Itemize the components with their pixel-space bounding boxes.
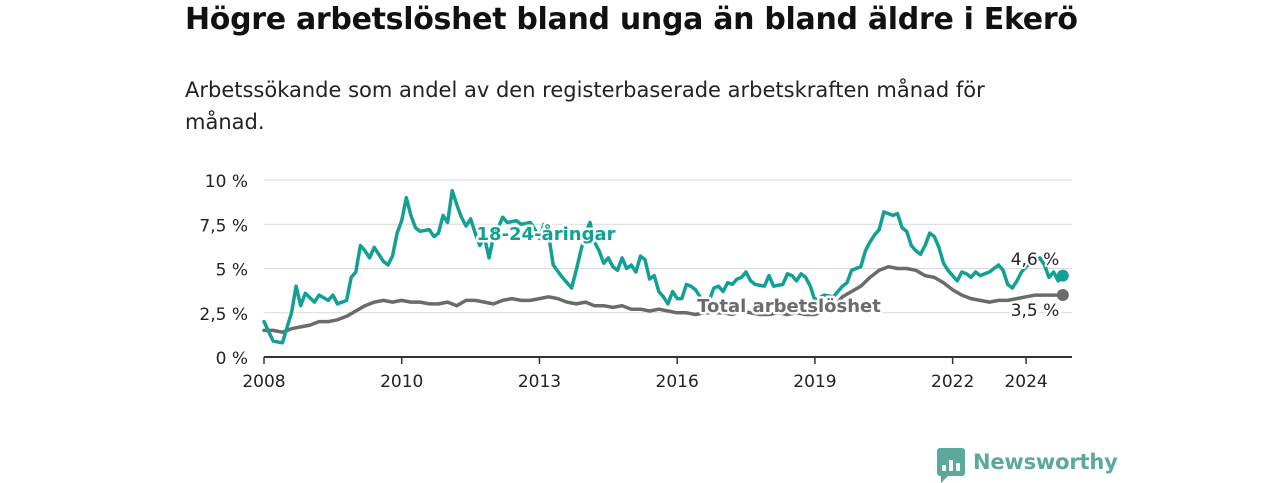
- youth-series-label: 18-24-åringar: [477, 223, 616, 245]
- x-tick-label: 2019: [793, 372, 836, 392]
- y-tick-label: 2,5 %: [199, 305, 248, 325]
- series-labels: 18-24-åringar Total arbetslöshet 4,6 % 3,5 …: [474, 221, 1061, 324]
- total-series-line: [262, 264, 1065, 334]
- x-axis-ticks: 2008 2010 2013 2016 2019 2022 2024: [242, 356, 1072, 392]
- brand-name: Newsworthy: [973, 450, 1118, 474]
- x-tick-label: 2010: [380, 372, 423, 392]
- brand: Newsworthy: [937, 448, 1118, 483]
- x-tick-label: 2022: [931, 372, 974, 392]
- youth-end-marker: [1056, 269, 1069, 282]
- total-end-marker: [1056, 289, 1069, 302]
- y-tick-label: 10 %: [205, 172, 248, 192]
- y-tick-label: 7,5 %: [199, 216, 248, 236]
- chart-subtitle: Arbetssökande som andel av den registerb…: [185, 78, 985, 134]
- y-axis-ticks: 0 % 2,5 % 5 % 7,5 % 10 %: [199, 172, 248, 369]
- x-tick-label: 2013: [518, 372, 561, 392]
- total-end-value-label: 3,5 %: [1011, 301, 1060, 321]
- youth-series-line: [262, 188, 1065, 345]
- chart-title: Högre arbetslöshet bland unga än bland ä…: [185, 2, 1078, 37]
- total-series-label: Total arbetslöshet: [697, 296, 881, 317]
- newsworthy-logo-icon: [937, 448, 965, 483]
- gridlines: [264, 179, 1072, 314]
- y-tick-label: 0 %: [216, 349, 248, 369]
- y-tick-label: 5 %: [216, 261, 248, 281]
- series-lines: [262, 188, 1069, 345]
- x-tick-label: 2024: [1004, 372, 1047, 392]
- youth-end-value-label: 4,6 %: [1011, 250, 1060, 270]
- x-tick-label: 2008: [242, 372, 285, 392]
- x-tick-label: 2016: [656, 372, 699, 392]
